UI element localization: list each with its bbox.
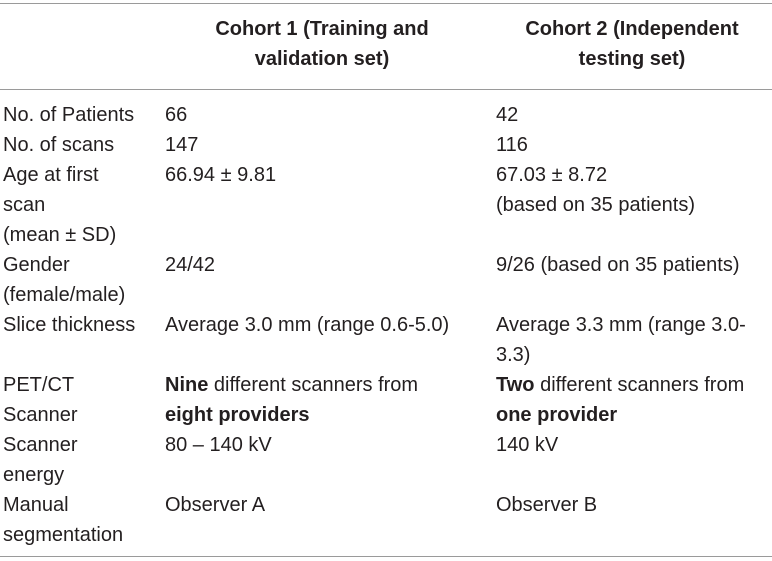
header-cohort-2: Cohort 2 (Independent testing set) xyxy=(525,18,739,70)
table-row: Scanner energy 80 – 140 kV 140 kV xyxy=(0,430,772,490)
cohort-1-value: Nine different scanners from eight provid… xyxy=(165,370,485,430)
value-line: Nine different scanners from xyxy=(165,370,485,400)
row-label-line: No. of Patients xyxy=(3,104,135,126)
row-label: No. of scans xyxy=(3,130,153,160)
row-label-line: Manual xyxy=(3,494,69,516)
table-top-rule xyxy=(0,3,772,4)
value-line: (based on 35 patients) xyxy=(496,194,696,216)
value-line: one provider xyxy=(496,400,772,430)
table-row: No. of Patients 66 42 xyxy=(0,100,772,130)
cohort-2-value: 9/26 (based on 35 patients) xyxy=(496,250,772,280)
row-label: Slice thickness xyxy=(3,310,153,340)
value-line: 66.94 ± 9.81 xyxy=(165,164,277,186)
value-line: 140 kV xyxy=(496,434,559,456)
cohort-1-value: 147 xyxy=(165,130,485,160)
table-header-rule xyxy=(0,89,772,90)
value-text: different scanners from xyxy=(534,374,745,396)
cohort-2-value: Two different scanners from one provider xyxy=(496,370,772,430)
row-label-line: Scanner xyxy=(3,404,78,426)
value-line: 42 xyxy=(496,104,519,126)
row-label-line: No. of scans xyxy=(3,134,115,156)
value-line: eight providers xyxy=(165,400,485,430)
value-line: 66 xyxy=(165,104,188,126)
value-line: 147 xyxy=(165,134,199,156)
table-row: PET/CT Scanner Nine different scanners fro… xyxy=(0,370,772,430)
table-bottom-rule xyxy=(0,556,772,557)
row-label-line: scan xyxy=(3,194,46,216)
value-line: 9/26 (based on 35 patients) xyxy=(496,254,740,276)
value-line: Average 3.3 mm (range 3.0- xyxy=(496,314,746,336)
cohort-1-value: Observer A xyxy=(165,490,485,520)
bold-emphasis: eight providers xyxy=(165,404,310,426)
row-label: No. of Patients xyxy=(3,100,153,130)
cohort-2-value: 116 xyxy=(496,130,772,160)
row-label: Manual segmentation xyxy=(3,490,153,550)
row-label: Scanner energy xyxy=(3,430,153,490)
value-text: different scanners from xyxy=(208,374,419,396)
value-line: Two different scanners from xyxy=(496,370,772,400)
value-line: Observer A xyxy=(165,494,266,516)
row-label: PET/CT Scanner xyxy=(3,370,153,430)
table-row: No. of scans 147 116 xyxy=(0,130,772,160)
row-label-line: PET/CT xyxy=(3,374,75,396)
row-label-line: (female/male) xyxy=(3,284,126,306)
table-row: Gender (female/male) 24/42 9/26 (based on 3… xyxy=(0,250,772,310)
row-label-line: Slice thickness xyxy=(3,314,136,336)
cohort-2-value: Observer B xyxy=(496,490,772,520)
row-label-line: energy xyxy=(3,464,65,486)
value-line: Observer B xyxy=(496,494,598,516)
table-row: Slice thickness Average 3.0 mm (range 0.6… xyxy=(0,310,772,370)
bold-emphasis: Nine xyxy=(165,374,209,396)
cohort-2-value: 67.03 ± 8.72 (based on 35 patients) xyxy=(496,160,772,220)
row-label-line: Gender xyxy=(3,254,70,276)
table-row: Manual segmentation Observer A Observer B xyxy=(0,490,772,550)
row-label-line: Age at first xyxy=(3,164,99,186)
row-label: Age at first scan (mean ± SD) xyxy=(3,160,153,250)
row-label-line: segmentation xyxy=(3,524,124,546)
cohort-1-value: 24/42 xyxy=(165,250,485,280)
bold-emphasis: Two xyxy=(496,374,535,396)
cohort-1-value: Average 3.0 mm (range 0.6-5.0) xyxy=(165,310,485,340)
cohort-1-value: 80 – 140 kV xyxy=(165,430,485,460)
row-label-line: Scanner xyxy=(3,434,78,456)
table-body: No. of Patients 66 42 No. of scans 147 116 Age… xyxy=(0,100,772,550)
row-label: Gender (female/male) xyxy=(3,250,153,310)
value-line: 3.3) xyxy=(496,344,531,366)
header-cohort-1: Cohort 1 (Training and validation set) xyxy=(215,18,429,70)
value-line: 24/42 xyxy=(165,254,216,276)
cohort-2-value: 42 xyxy=(496,100,772,130)
cohort-1-value: 66 xyxy=(165,100,485,130)
cohort-1-value: 66.94 ± 9.81 xyxy=(165,160,485,190)
value-line: 116 xyxy=(496,134,528,156)
table-row: Age at first scan (mean ± SD) 66.94 ± 9.81 6… xyxy=(0,160,772,250)
table-header-row: Cohort 1 (Training and validation set) C… xyxy=(0,14,772,80)
cohort-2-value: 140 kV xyxy=(496,430,772,460)
value-line: 80 – 140 kV xyxy=(165,434,272,456)
cohort-2-value: Average 3.3 mm (range 3.0- 3.3) xyxy=(496,310,772,370)
value-line: 67.03 ± 8.72 xyxy=(496,164,608,186)
value-line: Average 3.0 mm (range 0.6-5.0) xyxy=(165,314,450,336)
bold-emphasis: one provider xyxy=(496,404,618,426)
row-label-line: (mean ± SD) xyxy=(3,224,117,246)
